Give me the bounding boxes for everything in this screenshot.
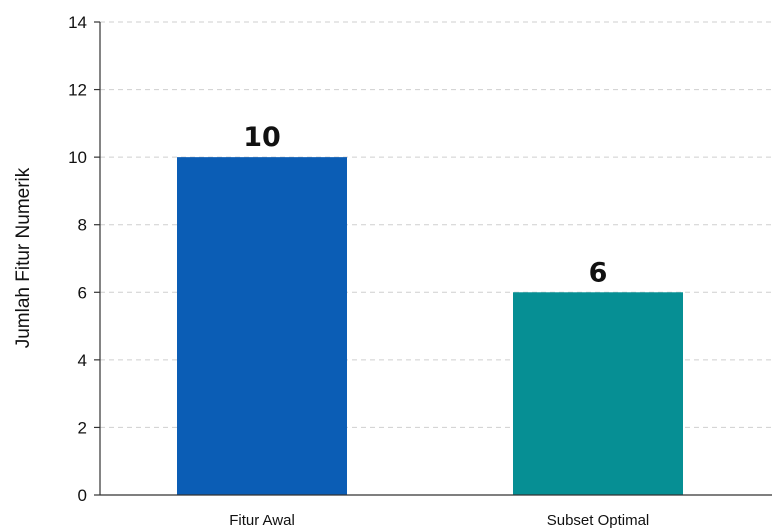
x-tick-labels: Fitur Awal Subset Optimal xyxy=(229,512,649,528)
bars xyxy=(177,157,683,495)
y-tick-label: 0 xyxy=(78,486,87,505)
y-tick-label: 14 xyxy=(68,13,87,32)
y-tick-label: 4 xyxy=(78,351,87,370)
bar-value-label: 10 xyxy=(243,122,281,153)
bar-value-label: 6 xyxy=(589,257,608,288)
y-tick-label: 2 xyxy=(78,418,87,437)
bar-subset-optimal xyxy=(513,292,683,495)
y-tick-label: 6 xyxy=(78,283,87,302)
y-tick-labels: 0 2 4 6 8 10 12 14 xyxy=(68,13,100,505)
y-tick-label: 10 xyxy=(68,148,87,167)
y-tick-label: 12 xyxy=(68,81,87,100)
x-tick-label: Subset Optimal xyxy=(547,512,650,528)
data-labels: 10 6 xyxy=(243,122,607,288)
x-tick-label: Fitur Awal xyxy=(229,512,295,528)
axes xyxy=(99,22,772,496)
y-axis-title: Jumlah Fitur Numerik xyxy=(13,167,34,348)
bar-fitur-awal xyxy=(177,157,347,495)
y-tick-label: 8 xyxy=(78,216,87,235)
